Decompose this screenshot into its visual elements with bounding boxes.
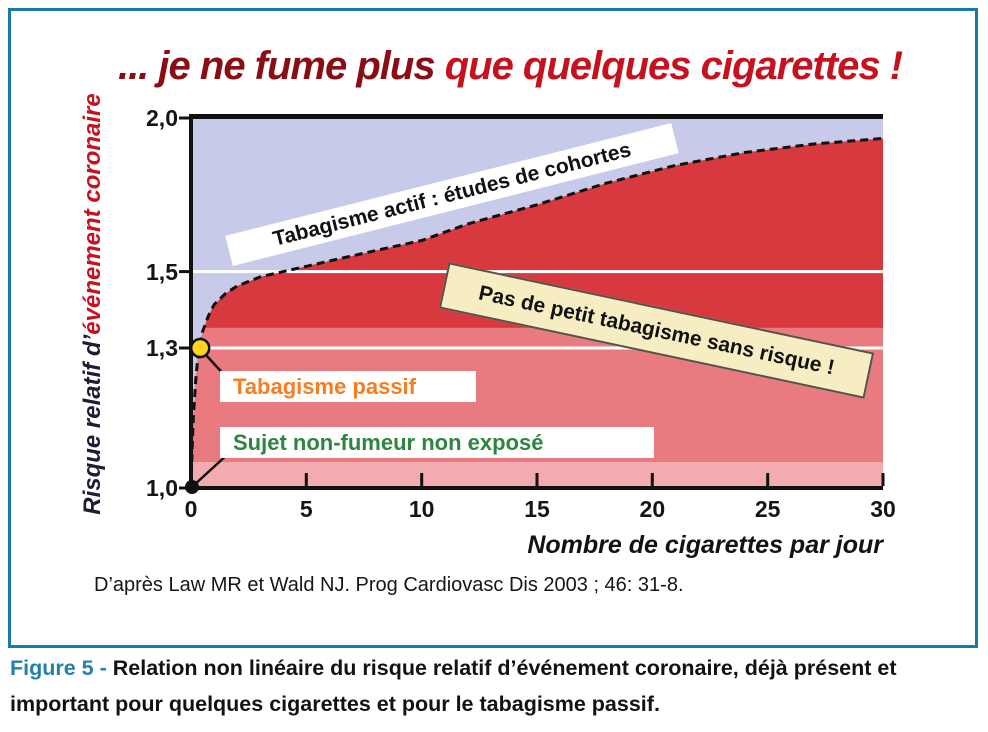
- caption-line-1: Figure 5 - Relation non linéaire du risq…: [10, 650, 980, 686]
- y-axis-label-red: événement coronaire: [79, 93, 106, 335]
- x-tick-30: [881, 473, 885, 486]
- chart-title: ... je ne fume plus que quelques cigaret…: [30, 44, 988, 89]
- x-tick-label-0: 0: [184, 496, 198, 522]
- passive-smoking-label: Tabagisme passif: [220, 371, 476, 402]
- y-tick-1.3: [179, 346, 189, 350]
- figure-caption: Figure 5 - Relation non linéaire du risq…: [10, 650, 980, 722]
- y-tick-label-2,0: 2,0: [146, 105, 178, 131]
- x-tick-25: [766, 473, 770, 486]
- x-axis-label: Nombre de cigarettes par jour: [527, 531, 883, 559]
- nonsmoker-label: Sujet non-fumeur non exposé: [220, 427, 654, 458]
- risk-curve: [189, 136, 884, 489]
- caption-line-2: important pour quelques cigarettes et po…: [10, 692, 660, 716]
- y-tick-1.5: [179, 270, 189, 274]
- y-axis-label: Risque relatif d’événement coronaire: [79, 74, 111, 534]
- x-tick-15: [535, 473, 539, 486]
- y-tick-label-1,5: 1,5: [146, 258, 178, 285]
- nonsmoker-leader-line: [192, 453, 229, 487]
- x-tick-5: [304, 473, 308, 486]
- chart-title-prefix: ... je ne fume plus: [117, 44, 445, 88]
- gridlines: [193, 270, 883, 350]
- y-tick-2: [179, 116, 189, 120]
- y-tick-label-1,0: 1,0: [146, 475, 178, 501]
- y-axis-line: [189, 114, 193, 490]
- x-tick-10: [420, 473, 424, 486]
- x-tick-label-15: 15: [524, 496, 550, 522]
- x-tick-label-30: 30: [870, 496, 896, 522]
- x-tick-20: [650, 473, 654, 486]
- x-ticks: [304, 473, 885, 486]
- y-tick-label-1,3: 1,3: [146, 334, 178, 361]
- x-tick-label-25: 25: [754, 496, 781, 522]
- source-citation: D’après Law MR et Wald NJ. Prog Cardiova…: [94, 574, 684, 596]
- figure-number-label: Figure 5 -: [10, 656, 113, 680]
- x-tick-label-20: 20: [639, 496, 666, 522]
- nonsmoker-point: [185, 480, 199, 494]
- plot-top-border: [189, 114, 883, 119]
- x-tick-label-5: 5: [299, 496, 313, 522]
- x-tick-label-10: 10: [408, 496, 435, 522]
- caption-text-1: Relation non linéaire du risque relatif …: [112, 656, 897, 680]
- chart-title-highlight: que quelques cigarettes !: [444, 44, 903, 88]
- passive-smoking-point: [189, 337, 211, 359]
- gridline-1.5: [193, 270, 883, 274]
- x-axis-line: [189, 486, 883, 490]
- y-axis-label-dark: Risque relatif d’: [79, 334, 106, 515]
- gridline-1.3: [193, 346, 883, 350]
- y-tick-1: [179, 486, 189, 490]
- y-ticks: [179, 116, 189, 490]
